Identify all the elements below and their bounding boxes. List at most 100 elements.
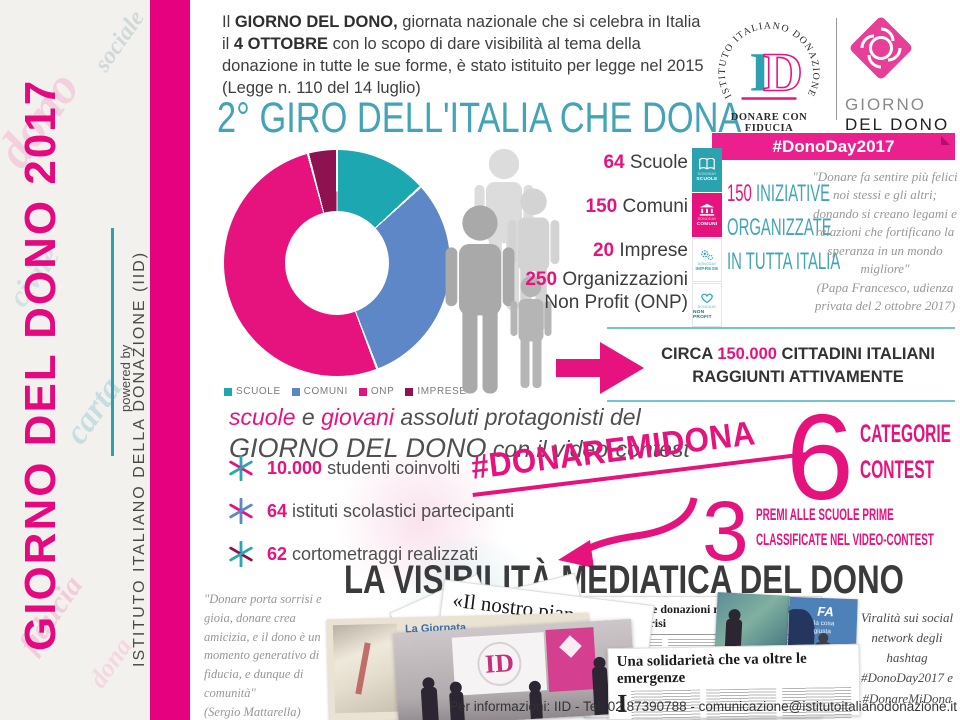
protagonist-text: GIORNO DEL DONO (229, 432, 487, 463)
iniziative-text: ORGANIZZATE (727, 214, 832, 241)
stage-magenta-banner (545, 627, 598, 692)
donoday-hashtag-text: #DonoDay2017 (772, 136, 895, 156)
badge-sub: DONODAY (697, 217, 717, 221)
reach-text: CITTADINI ITALIANI (776, 345, 935, 363)
stat-label: Imprese (614, 240, 688, 261)
protagonists-statement: scuole e giovani assoluti protagonisti d… (229, 404, 690, 464)
prizes-line1: PREMI ALLE SCUOLE PRIME (756, 506, 894, 524)
book-icon (699, 158, 715, 170)
bullet-istituti: 64 istituti scolastici partecipanti (228, 498, 514, 524)
categories-label: CATEGORIE (860, 420, 951, 448)
badge-label: NON PROFIT (693, 309, 712, 320)
donoday-hashtag-banner: #DonoDay2017 (712, 133, 955, 160)
arrow-right-icon (556, 342, 644, 394)
iid-logo-icon: ISTITUTO ITALIANO DONAZIONE I D (717, 20, 820, 103)
sidebar-accent-bar (150, 0, 190, 720)
bullet-label: studenti coinvolti (322, 457, 461, 478)
footer-contact-info: Per informazioni: IID - Tel. 02.87390788… (449, 699, 957, 714)
divider-line (607, 327, 955, 329)
intro-text: Il (222, 13, 235, 31)
intro-text: con lo scopo di dare visibilità al tema … (222, 34, 704, 97)
stat-onp: 250 Organizzazioni Non Profit (ONP) (510, 269, 688, 315)
iniziative-text: IN TUTTA ITALIA (727, 248, 841, 275)
divider-line (607, 400, 955, 402)
ribbon-fold (941, 136, 950, 145)
contest-label: CONTEST (860, 456, 935, 484)
badge-sub: DONODAY (697, 262, 717, 266)
gdd-logo-line2: DEL DONO (845, 114, 950, 134)
asterisk-icon (229, 498, 253, 524)
page-title-text: 2° GIRO DELL'ITALIA CHE DONA (217, 94, 742, 142)
sidebar-organization: ISTITUTO ITALIANO DELLA DONAZIONE (IID) (131, 250, 148, 667)
bullet-cortometraggi: 62 cortometraggi realizzati (228, 541, 478, 567)
bullet-studenti: 10.000 studenti coinvolti (228, 455, 460, 481)
protagonist-highlight: scuole (229, 404, 296, 430)
legend-item: IMPRESE (405, 386, 466, 397)
stat-scuole: 64 Scuole (520, 152, 688, 174)
prizes-count: 3 (702, 484, 749, 578)
quote-papa-francesco: "Donare fa sentire più felici noi stessi… (812, 168, 958, 316)
stat-label: Organizzazioni (557, 269, 688, 290)
gears-icon (701, 250, 713, 261)
intro-paragraph: Il GIORNO DEL DONO, giornata nazionale c… (222, 12, 708, 100)
quote-text: "Donare porta sorrisi e gioia, donare cr… (204, 592, 322, 700)
knot-diamond-icon (850, 17, 912, 79)
badge-label: COMUNI (696, 222, 718, 227)
gdd-logo-line1: GIORNO (845, 95, 926, 114)
stat-label: Scuole (624, 152, 688, 173)
asterisk-icon (229, 541, 253, 567)
pope-photo (332, 623, 400, 714)
prizes-line2: CLASSIFICATE NEL VIDEO-CONTEST (756, 531, 934, 549)
protagonist-text: e (295, 404, 322, 430)
tv-show-subtitle: la cosa (813, 619, 835, 628)
bullet-value: 62 (267, 543, 288, 564)
iid-monogram-i: I (749, 41, 770, 102)
stat-imprese: 20 Imprese (520, 240, 688, 262)
sidebar-title: GIORNO DEL DONO 2017 (16, 78, 65, 652)
badge-imprese: DONODAY IMPRESE (692, 238, 722, 282)
quote-attribution: (Sergio Mattarella) (204, 704, 301, 719)
tv-show-title: FA (816, 603, 835, 620)
legend-item: SCUOLE (224, 386, 281, 397)
clipping-headline: Una solidarietà che va oltre le emergenz… (616, 650, 807, 687)
protagonist-text: assoluti protagonisti del (393, 404, 641, 430)
quote-text: "Donare fa sentire più felici noi stessi… (812, 169, 958, 277)
badge-sub: DONODAY (697, 304, 717, 309)
reach-text: RAGGIUNTI ATTIVAMENTE (692, 368, 904, 387)
legend-item: COMUNI (291, 386, 348, 397)
protagonist-text: con il video-contest (486, 435, 690, 462)
reach-text: CIRCA (661, 345, 718, 363)
intro-text: giornata nazionale che si celebra in Ita… (222, 13, 701, 53)
stat-comuni: 150 Comuni (520, 196, 688, 218)
page-title: 2° GIRO DELL'ITALIA CHE DONA (217, 94, 872, 143)
category-badges: DONODAY SCUOLE DONODAY COMUNI DONODAY IM… (692, 148, 722, 327)
bullet-label: istituti scolastici partecipanti (287, 500, 515, 521)
bullet-value: 64 (267, 500, 288, 521)
legend-item: ONP (358, 386, 394, 397)
bank-icon (699, 203, 715, 216)
badge-label: IMPRESE (695, 267, 719, 272)
social-virality-note: Viralità sui social network degli hashta… (860, 610, 954, 706)
iniziative-block: 150 INIZIATIVE ORGANIZZATE IN TUTTA ITAL… (727, 177, 910, 279)
iid-logo: ISTITUTO ITALIANO DONAZIONE I D DONARE C… (710, 8, 828, 134)
donut-legend: SCUOLE COMUNI ONP IMPRESE (224, 386, 466, 397)
bullet-label: cortometraggi realizzati (287, 543, 479, 564)
heart-icon (701, 293, 713, 303)
badge-sub: DONODAY (697, 172, 717, 176)
reach-value: 150.000 (717, 345, 777, 363)
categories-count: 6 (786, 389, 854, 525)
reach-statement: CIRCA 150.000 CITTADINI ITALIANI RAGGIUN… (640, 343, 956, 389)
asterisk-icon (229, 455, 253, 481)
giorno-del-dono-logo: GIORNO DEL DONO (845, 12, 957, 134)
stat-value: 64 (603, 152, 625, 173)
stat-label: Non Profit (ONP) (544, 291, 688, 313)
intro-bold: GIORNO DEL DONO, (234, 13, 398, 31)
badge-comuni: DONODAY COMUNI (692, 193, 722, 237)
donut-chart (224, 150, 450, 376)
intro-bold: 4 OTTOBRE (233, 34, 329, 53)
audience-silhouette (420, 686, 440, 720)
stat-value: 150 (585, 196, 618, 217)
sidebar-background (0, 0, 150, 720)
bullet-value: 10.000 (267, 457, 323, 478)
